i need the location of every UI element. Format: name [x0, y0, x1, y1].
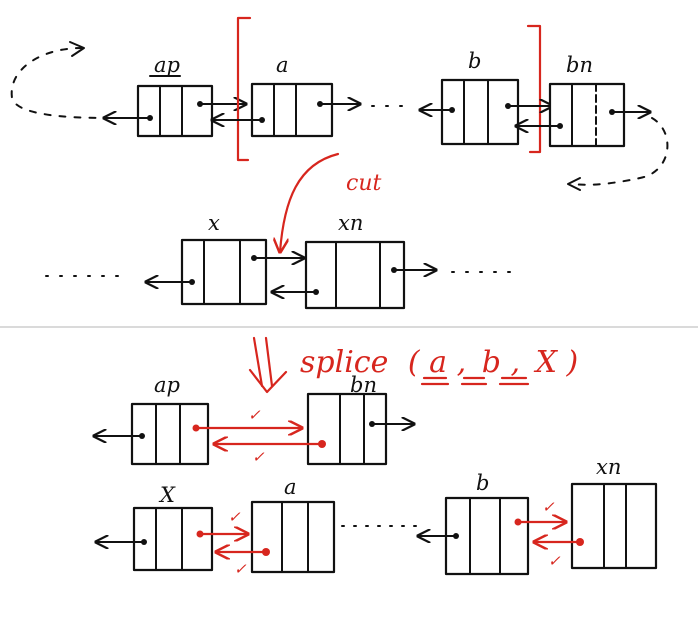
- label-b-after: b: [476, 471, 489, 495]
- label-x: x: [208, 211, 220, 235]
- node-x: [180, 238, 268, 306]
- check-ap-bn-1: ✓: [248, 406, 261, 424]
- node-ap: [136, 84, 214, 138]
- label-ap-after: ap: [154, 373, 180, 397]
- node-bn: [548, 82, 626, 148]
- check-b-xn-2: ✓: [548, 552, 561, 570]
- label-xn: xn: [338, 211, 363, 235]
- splice-keyword: splice: [300, 345, 388, 380]
- label-x-after: X: [158, 483, 176, 507]
- splice-arrow-right: [264, 336, 274, 388]
- label-bn: bn: [566, 53, 593, 77]
- node-xn-after: [570, 482, 658, 570]
- node-bn-after: [306, 392, 388, 466]
- wrap-dashed-right: [571, 117, 669, 186]
- label-xn-after: xn: [596, 455, 621, 479]
- node-xn: [304, 240, 406, 310]
- check-ap-bn-2: ✓: [252, 448, 265, 466]
- node-a-after: [250, 500, 336, 574]
- splice-arrow-head: [248, 368, 288, 394]
- splice-arg-x: X: [534, 345, 559, 380]
- label-bn-after: bn: [350, 373, 377, 397]
- splice-arg-b: b: [482, 345, 501, 380]
- splice-sep-2: ,: [510, 345, 520, 380]
- splice-sep-1: ,: [457, 345, 467, 380]
- check-x-a-1: ✓: [228, 508, 241, 526]
- node-a: [250, 82, 334, 138]
- wrap-arrow-head-right: [567, 177, 581, 191]
- splice-open-paren: (: [408, 345, 421, 380]
- label-a-after: a: [284, 475, 297, 499]
- bottom-panel: splice ( a , b , X ) ap: [94, 336, 658, 578]
- splice-arg-a: a: [429, 345, 447, 380]
- cut-bracket-left: [236, 16, 252, 162]
- node-ap-after: [130, 402, 210, 466]
- splice-close-paren: ): [565, 345, 578, 380]
- node-x-after: [132, 506, 214, 572]
- splice-operation: splice ( a , b , X ): [300, 345, 578, 386]
- node-b: [440, 78, 520, 146]
- node-b-after: [444, 496, 530, 576]
- label-a: a: [276, 53, 289, 77]
- check-b-xn-1: ✓: [542, 498, 555, 516]
- cut-arrow: [280, 152, 340, 252]
- label-b: b: [468, 49, 481, 73]
- label-ap: ap: [154, 53, 180, 77]
- wrap-dashed-left: [10, 47, 109, 119]
- check-x-a-2: ✓: [234, 560, 247, 578]
- splice-arrow-left: [252, 336, 264, 388]
- top-panel: ap a b: [10, 16, 669, 310]
- cut-label: cut: [346, 171, 381, 196]
- cut-bracket-right: [526, 24, 542, 154]
- wrap-arrow-head-left: [69, 41, 85, 57]
- svg-text:splice ( a: splice ( a , b , X ): [300, 345, 578, 380]
